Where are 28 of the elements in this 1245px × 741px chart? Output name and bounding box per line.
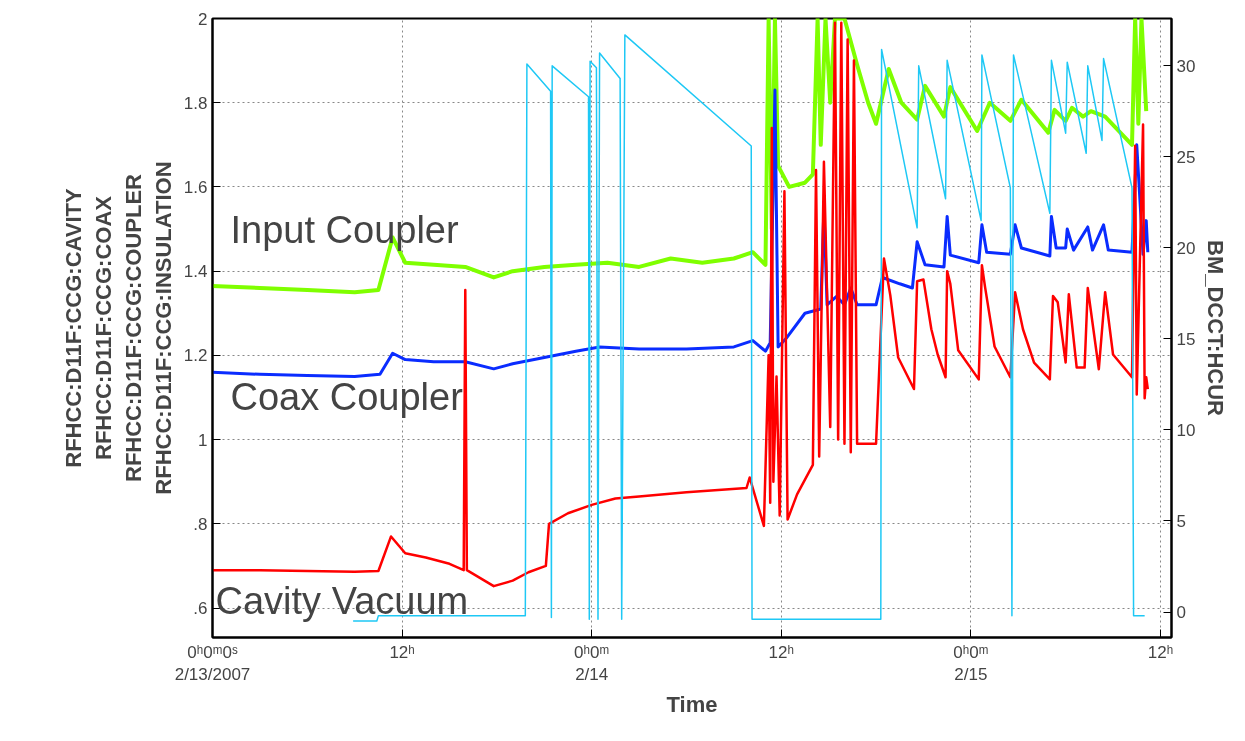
x-tick-label: 12ʰ xyxy=(768,642,794,662)
x-tick-label: 12ʰ xyxy=(1147,642,1174,662)
y2-tick-label: 30 xyxy=(1176,56,1196,76)
y-tick-label: .8 xyxy=(193,514,208,534)
y-tick-label: 1.2 xyxy=(183,346,208,366)
y2-tick-label: 10 xyxy=(1176,420,1196,440)
series-label: Cavity Vacuum xyxy=(215,580,469,623)
series-label: Input Coupler xyxy=(230,208,459,251)
y2-tick-label: 15 xyxy=(1176,329,1196,349)
y-tick-label: .6 xyxy=(193,599,208,619)
y2-tick-label: 25 xyxy=(1176,147,1196,167)
x-axis-title: Time xyxy=(666,692,718,718)
y2-tick-label: 20 xyxy=(1176,238,1196,258)
y2-axis-title: BM_DCCT:HCUR xyxy=(1203,240,1229,417)
y2-tick-label: 5 xyxy=(1176,511,1186,531)
series-label: Coax Coupler xyxy=(230,376,464,419)
x-tick-label: 0ʰ0ᵐ 2/14 xyxy=(574,642,610,685)
y-tick-label: 2 xyxy=(198,9,208,29)
y2-tick-label: 0 xyxy=(1176,603,1186,623)
y-tick-label: 1 xyxy=(198,430,208,450)
y-tick-label: 1.8 xyxy=(183,93,208,113)
y-axis-title: RFHCC:D11F:CCG:CAVITY RFHCC:D11F:CCG:COAX RFHCC:D11F:CCG:COUPLER RFHCC:D11F:CCG:INSULATION xyxy=(60,161,176,495)
y-tick-label: 1.4 xyxy=(183,262,208,282)
x-tick-label: 0ʰ0ᵐ 2/15 xyxy=(953,642,989,685)
y-tick-label: 1.6 xyxy=(183,177,208,197)
x-tick-label: 0ʰ0ᵐ0ˢ 2/13/2007 xyxy=(174,642,251,685)
x-tick-label: 12ʰ xyxy=(389,642,415,662)
line-series xyxy=(212,21,1150,588)
